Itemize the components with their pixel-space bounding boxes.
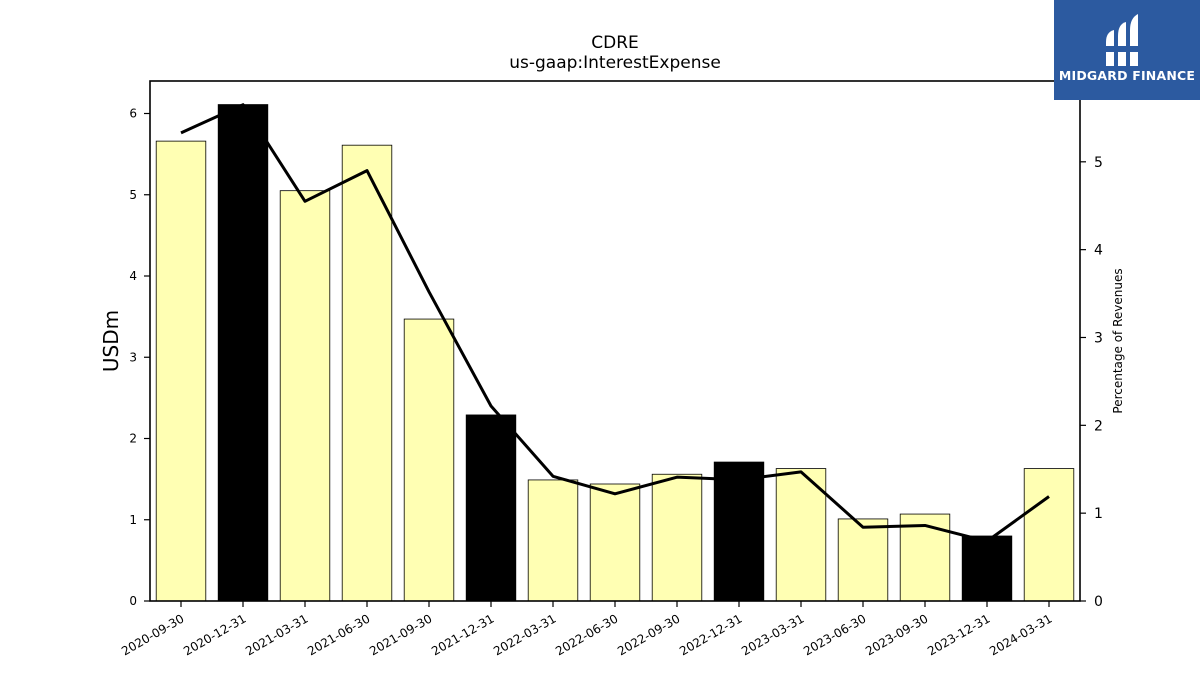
y-tick-label: 0 <box>129 594 137 608</box>
bar-2020-09-30 <box>155 140 207 602</box>
x-tick-label: 2023-03-31 <box>739 611 806 658</box>
x-tick-label: 2022-03-31 <box>491 611 558 658</box>
x-tick-label: 2022-06-30 <box>553 611 620 658</box>
x-tick-label: 2023-09-30 <box>863 611 930 658</box>
bar-2022-09-30 <box>651 473 703 602</box>
bar-2023-06-30 <box>837 518 889 602</box>
y-tick-label: 3 <box>129 350 137 364</box>
midgard-finance-logo: MIDGARD FINANCE <box>1054 0 1200 100</box>
y2-tick-label: 5 <box>1094 155 1103 171</box>
bar-2023-03-31 <box>775 468 827 602</box>
chart-subtitle: us-gaap:InterestExpense <box>509 53 721 73</box>
y2-tick-label: 3 <box>1094 330 1103 346</box>
bar-2022-06-30 <box>589 483 641 602</box>
bar-2021-06-30 <box>341 144 393 602</box>
chart-title: CDRE <box>591 33 639 53</box>
percentage-line <box>180 103 1050 543</box>
bar-2021-03-31 <box>279 190 331 602</box>
midgard-logo-icon <box>1104 14 1144 66</box>
x-tick-label: 2023-12-31 <box>925 611 992 658</box>
bar-2022-03-31 <box>527 479 579 602</box>
bar-2021-12-31 <box>465 414 517 602</box>
x-tick-label: 2022-09-30 <box>615 611 682 658</box>
x-tick-label: 2021-03-31 <box>243 611 310 658</box>
brand-name: MIDGARD FINANCE <box>1058 68 1196 83</box>
y-tick-label: 6 <box>129 107 137 121</box>
bar-series <box>155 104 1075 602</box>
bar-2020-12-31 <box>217 104 269 602</box>
y2-tick-label: 1 <box>1094 506 1103 522</box>
x-tick-label: 2023-06-30 <box>801 611 868 658</box>
bar-2021-09-30 <box>403 318 455 602</box>
bar-2023-12-31 <box>961 535 1013 602</box>
x-tick-label: 2021-09-30 <box>367 611 434 658</box>
y2-tick-label: 0 <box>1094 594 1103 610</box>
y-tick-label: 5 <box>129 188 137 202</box>
y-tick-label: 2 <box>129 432 137 446</box>
y-tick-label: 4 <box>129 269 137 283</box>
line-series <box>180 103 1050 543</box>
x-tick-label: 2020-12-31 <box>181 611 248 658</box>
x-tick-label: 2021-12-31 <box>429 611 496 658</box>
x-tick-label: 2024-03-31 <box>987 611 1054 658</box>
y2-axis-label: Percentage of Revenues <box>1111 268 1125 413</box>
x-tick-label: 2022-12-31 <box>677 611 744 658</box>
y2-tick-label: 4 <box>1094 243 1103 259</box>
y-axis-label: USDm <box>99 310 123 372</box>
bar-2022-12-31 <box>713 461 765 602</box>
y-tick-label: 1 <box>129 513 137 527</box>
y2-tick-label: 2 <box>1094 418 1103 434</box>
x-tick-label: 2021-06-30 <box>305 611 372 658</box>
bar-2024-03-31 <box>1023 468 1075 602</box>
x-tick-label: 2020-09-30 <box>119 611 186 658</box>
